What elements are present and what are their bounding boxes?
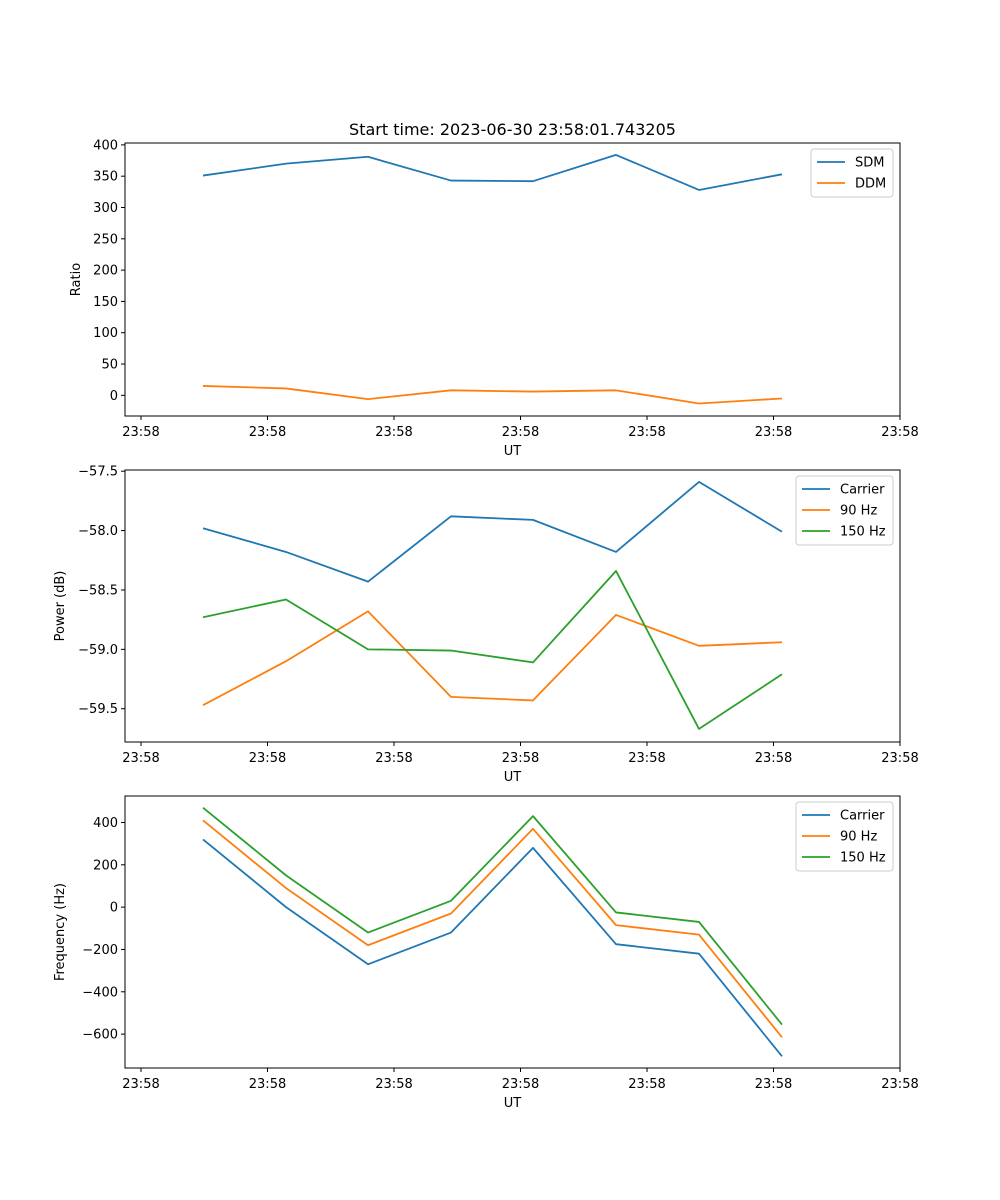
series-line-90-hz bbox=[202, 610, 783, 706]
y-tick-label: 50 bbox=[101, 358, 118, 373]
legend-label: Carrier bbox=[840, 809, 885, 824]
legend-label: SDM bbox=[855, 156, 884, 171]
y-tick-label: −59.5 bbox=[78, 702, 118, 717]
legend-box bbox=[810, 148, 894, 198]
plot-frame bbox=[124, 142, 901, 417]
y-tick-label: 400 bbox=[93, 138, 118, 153]
y-tick-label: 350 bbox=[93, 170, 118, 185]
panel-3: −600 −400 −200 0 200 400 23:58 23:58 23:58 23:58 2… bbox=[53, 795, 919, 1111]
y-tick-label: −600 bbox=[82, 1028, 118, 1043]
series-line-carrier bbox=[202, 480, 783, 583]
series-line-150-hz bbox=[202, 570, 783, 730]
series-line-carrier bbox=[202, 838, 783, 1057]
x-tick-label: 23:58 bbox=[502, 751, 539, 766]
series-line-150-hz bbox=[202, 806, 783, 1026]
x-tick-label: 23:58 bbox=[249, 751, 286, 766]
y-tick-label: −57.5 bbox=[78, 465, 118, 480]
plot-frame bbox=[124, 469, 901, 743]
x-tick-label: 23:58 bbox=[628, 1077, 665, 1092]
panel-2: −59.5 −59.0 −58.5 −58.0 −57.5 23:58 23:58 23:58… bbox=[53, 465, 919, 785]
legend-label: 90 Hz bbox=[840, 504, 877, 519]
x-tick-label: 23:58 bbox=[375, 751, 412, 766]
x-axis-label: UT bbox=[504, 444, 522, 459]
x-tick-label: 23:58 bbox=[502, 1077, 539, 1092]
x-tick-label: 23:58 bbox=[628, 425, 665, 440]
x-tick-label: 23:58 bbox=[755, 425, 792, 440]
series-line-90-hz bbox=[202, 819, 783, 1038]
y-tick-label: −400 bbox=[82, 985, 118, 1000]
y-tick-label: −58.0 bbox=[78, 524, 118, 539]
y-tick-label: −200 bbox=[82, 943, 118, 958]
x-tick-label: 23:58 bbox=[249, 1077, 286, 1092]
x-tick-label: 23:58 bbox=[502, 425, 539, 440]
panel-1: Start time: 2023-06-30 23:58:01.743205 0 5… bbox=[69, 120, 919, 459]
y-axis-label: Frequency (Hz) bbox=[53, 883, 68, 981]
legend: Carrier 90 Hz 150 Hz bbox=[795, 475, 894, 546]
y-tick-label: 200 bbox=[93, 264, 118, 279]
y-axis-label: Power (dB) bbox=[53, 571, 68, 642]
legend-label: DDM bbox=[855, 177, 886, 192]
series-line-sdm bbox=[202, 153, 783, 191]
y-tick-label: 300 bbox=[93, 201, 118, 216]
y-tick-label: 150 bbox=[93, 295, 118, 310]
legend-box bbox=[795, 801, 894, 872]
x-tick-label: 23:58 bbox=[755, 751, 792, 766]
legend-box bbox=[795, 475, 894, 546]
x-tick-label: 23:58 bbox=[122, 1077, 159, 1092]
y-tick-label: 0 bbox=[110, 901, 118, 916]
x-tick-label: 23:58 bbox=[881, 751, 918, 766]
chart-title: Start time: 2023-06-30 23:58:01.743205 bbox=[349, 120, 676, 139]
x-tick-label: 23:58 bbox=[249, 425, 286, 440]
y-tick-label: 250 bbox=[93, 232, 118, 247]
legend-label: 150 Hz bbox=[840, 525, 886, 540]
y-tick-label: 200 bbox=[93, 858, 118, 873]
y-tick-label: −59.0 bbox=[78, 643, 118, 658]
x-tick-label: 23:58 bbox=[881, 1077, 918, 1092]
legend-label: 150 Hz bbox=[840, 851, 886, 866]
legend: Carrier 90 Hz 150 Hz bbox=[795, 801, 894, 872]
x-tick-label: 23:58 bbox=[122, 425, 159, 440]
x-tick-label: 23:58 bbox=[881, 425, 918, 440]
x-axis-label: UT bbox=[504, 1096, 522, 1111]
y-tick-label: 0 bbox=[110, 389, 118, 404]
legend: SDM DDM bbox=[810, 148, 894, 198]
y-tick-label: −58.5 bbox=[78, 583, 118, 598]
legend-label: Carrier bbox=[840, 483, 885, 498]
y-tick-label: 100 bbox=[93, 326, 118, 341]
y-tick-label: 400 bbox=[93, 816, 118, 831]
x-axis-label: UT bbox=[504, 770, 522, 785]
x-tick-label: 23:58 bbox=[122, 751, 159, 766]
plot-frame bbox=[124, 795, 901, 1069]
x-tick-label: 23:58 bbox=[375, 425, 412, 440]
series-line-ddm bbox=[202, 385, 783, 405]
x-tick-label: 23:58 bbox=[375, 1077, 412, 1092]
y-axis-label: Ratio bbox=[69, 263, 84, 296]
legend-label: 90 Hz bbox=[840, 830, 877, 845]
x-tick-label: 23:58 bbox=[628, 751, 665, 766]
x-tick-label: 23:58 bbox=[755, 1077, 792, 1092]
